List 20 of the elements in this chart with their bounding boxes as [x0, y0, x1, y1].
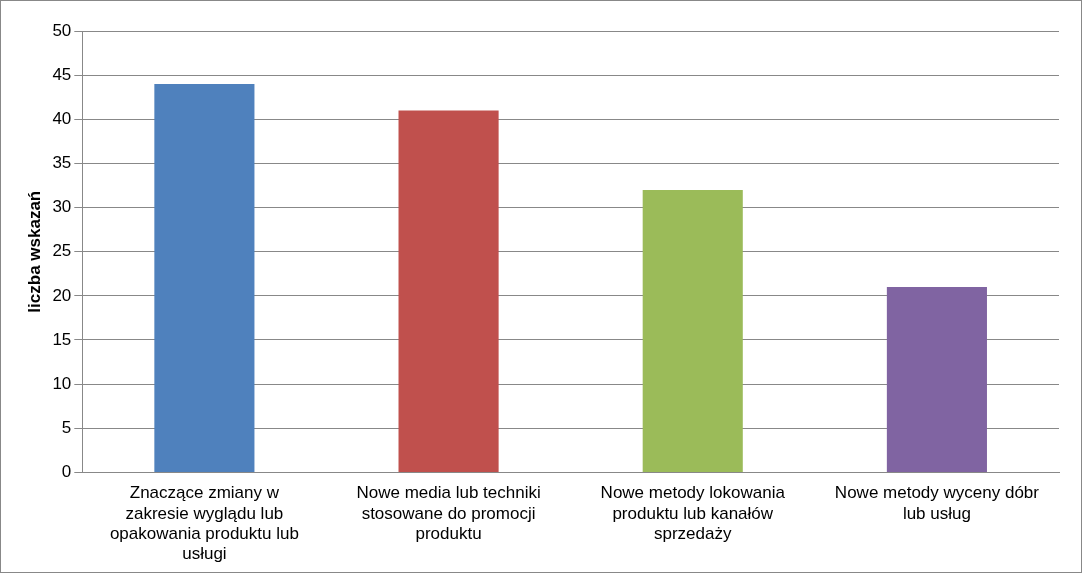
x-tick-label: Nowe metody wyceny dóbr lub usług: [834, 483, 1040, 523]
x-tick-label: Nowe media lub techniki stosowane do promocji produktu: [356, 483, 541, 544]
y-tick-label: 50: [52, 20, 72, 40]
y-tick-label: 0: [61, 462, 72, 482]
bar: [154, 83, 255, 472]
y-tick-label: 20: [52, 285, 72, 305]
bar: [886, 287, 987, 472]
y-tick-label: 15: [52, 329, 72, 349]
x-tick-label: Znaczące zmiany w zakresie wyglądu lub opakowania produktu lub usługi: [109, 483, 299, 564]
y-tick-label: 35: [52, 153, 72, 173]
y-axis-title: liczba wskazań: [24, 190, 44, 313]
x-tick-label: Nowe metody lokowania produktu lub kanałów sprzedaży: [600, 483, 786, 544]
y-tick-label: 25: [52, 241, 72, 261]
y-tick-label: 10: [52, 373, 72, 393]
y-tick-label: 30: [52, 197, 72, 217]
bar: [398, 110, 499, 472]
y-tick-label: 5: [61, 417, 72, 437]
bar: [642, 189, 743, 472]
y-tick-label: 40: [52, 108, 72, 128]
y-tick-label: 45: [52, 64, 72, 84]
